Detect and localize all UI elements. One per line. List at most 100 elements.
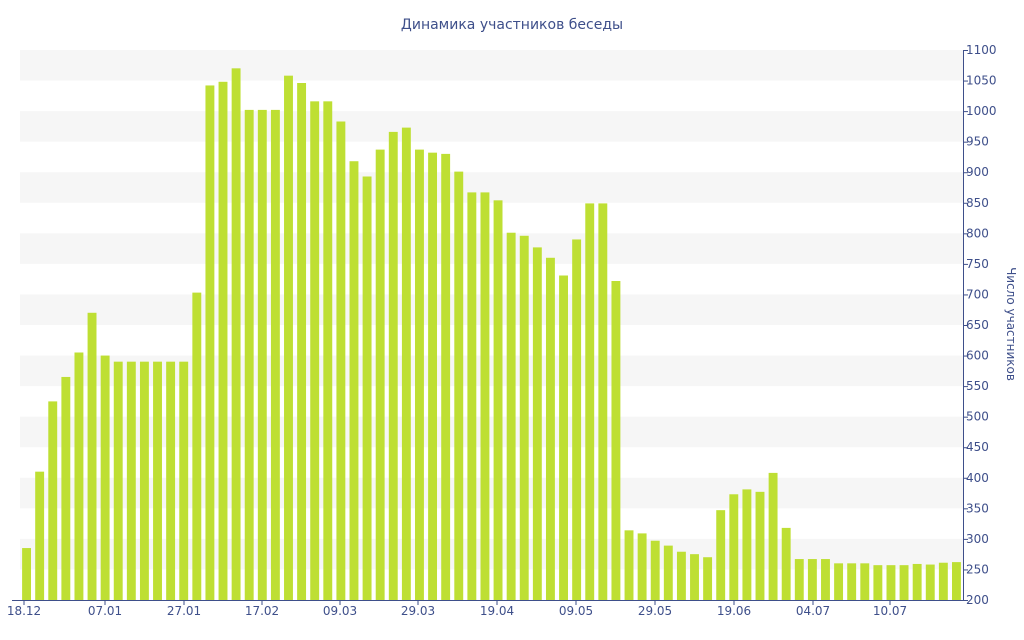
bar (860, 563, 870, 600)
bar (676, 551, 686, 600)
bar (663, 545, 673, 600)
bar (716, 510, 726, 600)
bar (179, 361, 189, 600)
y-tick-label: 450 (966, 440, 989, 454)
y-tick-label: 200 (966, 593, 989, 607)
grid-band (20, 172, 963, 203)
bar (454, 171, 464, 600)
grid-band (20, 355, 963, 387)
grid-band (20, 233, 963, 264)
y-tick-label: 850 (966, 196, 989, 210)
grid-band (20, 294, 963, 325)
bar (100, 355, 110, 600)
bar (349, 161, 359, 600)
bar (519, 235, 529, 600)
bar (729, 494, 739, 600)
bar (297, 83, 307, 600)
bar (218, 81, 228, 601)
y-tick-label: 400 (966, 471, 989, 485)
bar (624, 530, 634, 600)
bar (847, 563, 857, 600)
grid-band (20, 416, 963, 448)
y-tick-label: 1100 (966, 43, 997, 57)
bar (545, 257, 555, 600)
bar (794, 559, 804, 600)
bar (781, 527, 791, 600)
bar (807, 559, 817, 600)
x-tick-label: 09.05 (559, 604, 593, 618)
bar (938, 562, 948, 600)
bar (441, 153, 451, 600)
bar-series (22, 68, 961, 601)
grid-band (20, 538, 963, 570)
bar (48, 401, 58, 600)
x-tick-label: 29.03 (401, 604, 435, 618)
bar (493, 200, 503, 601)
grid-band (20, 50, 963, 81)
bar (336, 121, 346, 600)
chart-title: Динамика участников беседы (401, 17, 623, 33)
bar (126, 361, 136, 600)
y-tick-label: 650 (966, 318, 989, 332)
y-axis-label: Число участников (1004, 267, 1018, 381)
bar (925, 564, 935, 600)
bar (284, 75, 293, 600)
bar (375, 149, 385, 600)
bar (244, 109, 254, 600)
bar (834, 563, 844, 600)
x-axis-ticks: 18.12 07.01 27.01 17.02 09.03 29.03 19.04 09.05… (7, 600, 907, 618)
x-tick-label: 17.02 (245, 604, 279, 618)
bar (755, 491, 765, 600)
bar (192, 292, 202, 600)
x-tick-label: 27.01 (167, 604, 201, 618)
bar (388, 131, 398, 600)
x-tick-label: 19.06 (717, 604, 751, 618)
y-axis-ticks: 200 250 300 350 400 450 500 550 600 650 700 750 800 8… (963, 43, 997, 607)
bar (637, 533, 647, 600)
bar (166, 361, 176, 600)
y-tick-label: 250 (966, 562, 989, 576)
bar (821, 559, 830, 600)
bar (650, 540, 660, 600)
bar (742, 489, 752, 600)
y-tick-label: 800 (966, 226, 989, 240)
y-tick-label: 550 (966, 379, 989, 393)
bar (611, 281, 621, 600)
y-tick-label: 350 (966, 501, 989, 515)
bar (506, 232, 516, 600)
x-tick-label: 29.05 (638, 604, 672, 618)
bar (362, 176, 372, 600)
x-tick-label: 07.01 (88, 604, 122, 618)
bar (559, 275, 568, 600)
y-tick-label: 300 (966, 532, 989, 546)
x-tick-label: 18.12 (7, 604, 41, 618)
bar (22, 548, 32, 600)
x-tick-label: 10.07 (873, 604, 907, 618)
x-tick-label: 04.07 (796, 604, 830, 618)
bar (873, 565, 883, 600)
y-tick-label: 950 (966, 135, 989, 149)
y-tick-label: 1050 (966, 74, 997, 88)
y-tick-label: 750 (966, 257, 989, 271)
bar (690, 554, 699, 600)
x-tick-label: 09.03 (323, 604, 357, 618)
bar (61, 376, 71, 600)
bar (270, 109, 280, 600)
bar (703, 557, 713, 600)
bar (585, 203, 595, 600)
bar (428, 152, 438, 600)
bar (401, 127, 411, 600)
bar (415, 149, 424, 600)
y-tick-label: 500 (966, 410, 989, 424)
bar (572, 239, 582, 600)
bar (310, 101, 320, 600)
bar (886, 565, 896, 600)
bar (87, 312, 97, 600)
y-tick-label: 700 (966, 287, 989, 301)
bar (467, 192, 477, 600)
bar (139, 361, 149, 600)
bar (532, 247, 542, 600)
bar (480, 192, 490, 600)
